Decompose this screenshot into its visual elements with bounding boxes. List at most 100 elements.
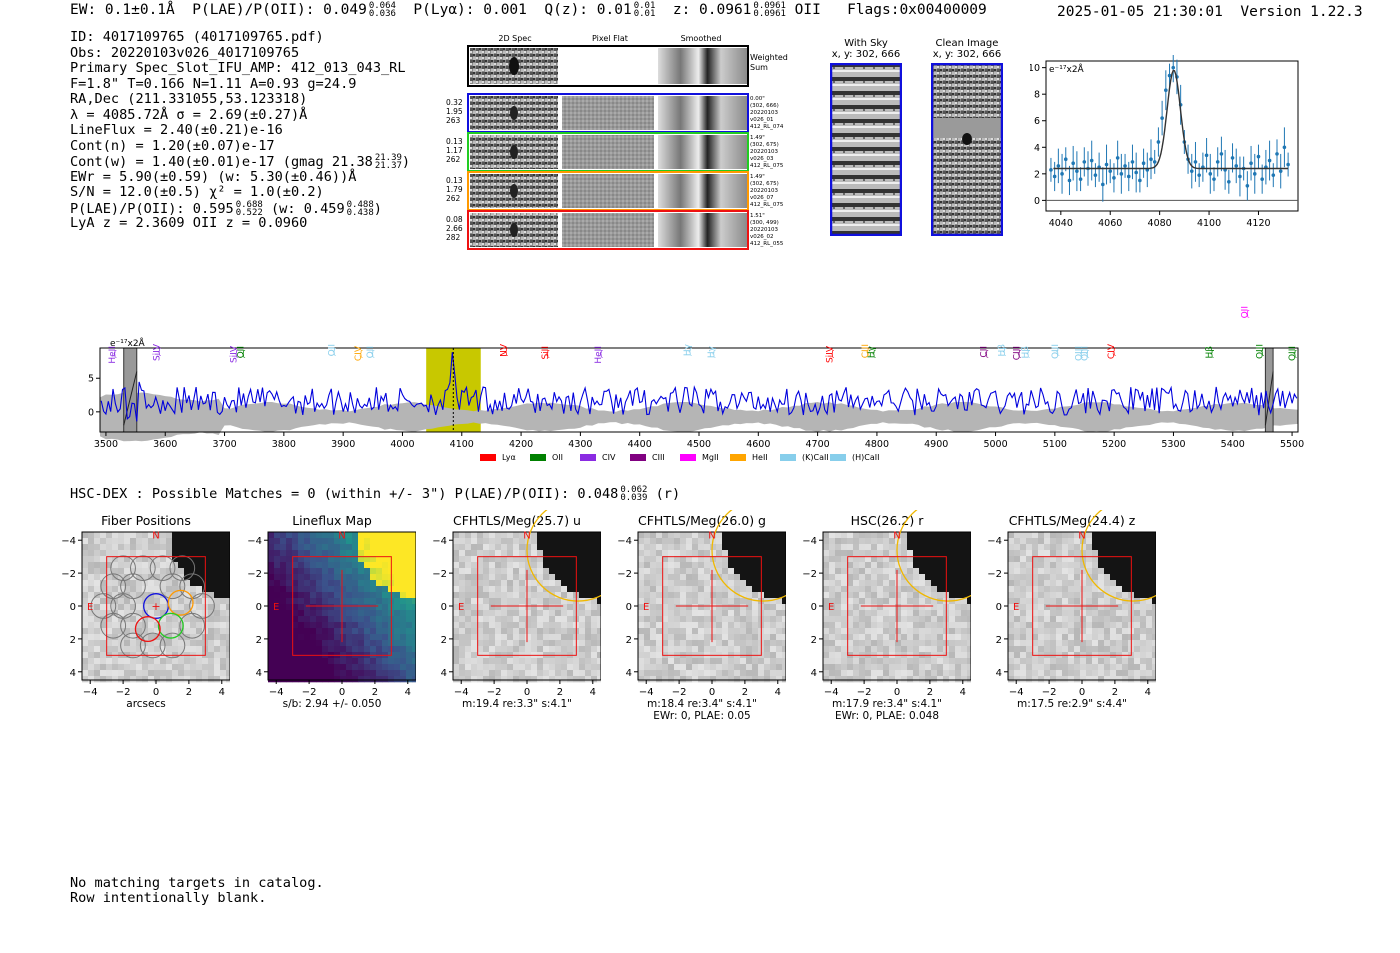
cutout-weight: 262 xyxy=(446,194,461,203)
panel-xtick-label: 2 xyxy=(927,687,933,698)
zoom-data-point xyxy=(1104,162,1109,167)
info-ewr: EWr = 5.90(±0.59) (w: 5.30(±0.46))Å xyxy=(70,168,357,185)
zoom-xtick-label: 4080 xyxy=(1148,218,1172,229)
zoom-data-point xyxy=(1052,174,1057,179)
zoom-data-point xyxy=(1271,173,1276,177)
spectral-line-label: OII xyxy=(1241,306,1251,318)
cutout-meta: (302, 666) xyxy=(750,103,779,109)
panel-xtick-label: −2 xyxy=(116,687,131,698)
spectrum-xtick-label: 5400 xyxy=(1221,439,1245,450)
north-label: N xyxy=(708,531,715,542)
spectral-line-brace: { xyxy=(711,349,716,358)
panel-xtick-label: −2 xyxy=(302,687,317,698)
flags-value: Flags:0x00400009 xyxy=(847,2,987,18)
spectral-line-label: Hγ xyxy=(867,345,877,358)
masked-region-hatch xyxy=(1264,371,1274,426)
legend-label: OII xyxy=(552,453,563,462)
east-label: E xyxy=(828,602,834,613)
fiber-circle xyxy=(120,632,146,659)
zoom-data-point xyxy=(1123,164,1127,168)
cutout-weight: 1.17 xyxy=(446,146,463,155)
panel-title: CFHTLS/Meg(24.4) z xyxy=(1009,513,1136,528)
zoom-data-point xyxy=(1204,153,1209,158)
fiber-red xyxy=(134,616,161,643)
zoom-data-point xyxy=(1152,160,1157,164)
zoom-data-point xyxy=(1141,161,1146,166)
spectrum-xtick-label: 4500 xyxy=(687,439,711,450)
panel-ytick-label: −2 xyxy=(62,569,76,580)
east-label: E xyxy=(458,602,464,613)
aperture-ellipse xyxy=(526,510,601,602)
legend-label: HeII xyxy=(752,453,768,462)
masked-region xyxy=(123,347,138,433)
east-label: E xyxy=(87,602,93,613)
spectral-line-label: SiIV xyxy=(152,343,162,361)
east-label: E xyxy=(273,602,279,613)
east-label: E xyxy=(643,602,649,613)
zoom-data-point xyxy=(1215,160,1220,164)
spectral-line-brace: { xyxy=(871,349,876,358)
panel-xtick-label: −4 xyxy=(639,687,654,698)
cutout-meta: 1.49" xyxy=(750,135,765,141)
spectral-line-label: Hβ xyxy=(1205,346,1215,359)
zoom-data-point xyxy=(1082,160,1087,164)
spectrum-xtick-label: 4000 xyxy=(390,439,414,450)
spectral-line-brace: { xyxy=(866,347,871,356)
spectral-line-brace: { xyxy=(1085,349,1090,358)
cutout-meta: 412_RL_055 xyxy=(750,241,784,247)
panel-ytick-label: 0 xyxy=(626,602,632,613)
spectrum-xtick-label: 5100 xyxy=(1043,439,1067,450)
panel-ytick-label: −2 xyxy=(803,569,817,580)
panel-xtick-label: −4 xyxy=(454,687,469,698)
fiber-circle xyxy=(110,555,136,582)
zoom-data-point xyxy=(1089,158,1094,163)
full-spectrum-chart: 3500 3600 3700 3800 3900 4000 4100 4200 4300 4400… xyxy=(88,306,1304,462)
spectrum-xtick-label: 4900 xyxy=(924,439,948,450)
info-primary: Primary Spec_Slot_IFU_AMP: 412_013_043_R… xyxy=(70,60,406,76)
panel-xtick-label: −4 xyxy=(83,687,98,698)
zoom-data-point xyxy=(1063,157,1068,162)
panel-xtick-label: 4 xyxy=(960,687,966,698)
info-contw: Cont(w) = 1.40(±0.01)e-17 (gmag 21.38 21.… xyxy=(70,153,411,171)
east-label: E xyxy=(1013,602,1019,613)
spectrum-xtick-label: 5000 xyxy=(983,439,1007,450)
zoom-data-point xyxy=(1112,176,1116,180)
zoom-ytick-label: 6 xyxy=(1034,116,1040,127)
info-params: F=1.8" T=0.166 N=1.11 A=0.93 g=24.9 xyxy=(70,75,357,92)
info-lyaz: LyA z = 2.3609 OII z = 0.0960 xyxy=(70,215,308,231)
spectral-line-label: OIII xyxy=(1255,344,1265,359)
zoom-data-point xyxy=(1238,174,1242,179)
clean-image xyxy=(931,63,1003,236)
aperture-ellipse xyxy=(1081,510,1156,602)
zoom-ytick-label: 0 xyxy=(1034,196,1040,207)
spectral-line-label: OIII xyxy=(1080,346,1090,361)
zoom-data-point xyxy=(1227,179,1231,184)
qz-value: Q(z): 0.01 xyxy=(544,2,632,18)
cutout-frame-4 xyxy=(467,210,749,250)
zoom-data-point xyxy=(1130,160,1135,164)
panel-xtick-label: 0 xyxy=(1079,687,1085,698)
spectral-line-label: Hγ xyxy=(683,343,693,356)
panel-caption: arcsecs xyxy=(126,698,165,710)
zoom-data-point xyxy=(1119,172,1124,176)
spectral-line-label: OII xyxy=(327,344,337,356)
spectral-line-label: OIII xyxy=(1075,346,1085,361)
cutout-meta: 0.00" xyxy=(750,96,765,102)
plae-value: P(LAE)/P(OII): 0.049 xyxy=(192,2,367,18)
spectral-line-label: OII xyxy=(237,346,247,358)
panel-ytick-label: −2 xyxy=(248,569,262,580)
panel-ytick-label: −4 xyxy=(433,536,447,547)
info-plae: P(LAE)/P(OII): 0.595 0.688 0.522 (w: 0.459… xyxy=(70,199,382,218)
spectrum-xtick-label: 3700 xyxy=(212,439,236,450)
panel-caption: EWr: 0, PLAE: 0.05 xyxy=(653,710,750,722)
cutout-meta: 412_RL_075 xyxy=(750,163,784,169)
info-lambda: λ = 4085.72Å σ = 2.69(±0.27)Å xyxy=(70,106,308,123)
panel-ytick-label: 4 xyxy=(626,668,632,679)
panel-xtick-label: 4 xyxy=(1145,687,1151,698)
zoom-data-point xyxy=(1167,73,1172,78)
panel-xtick-label: 4 xyxy=(775,687,781,698)
panel-xtick-label: 2 xyxy=(742,687,748,698)
